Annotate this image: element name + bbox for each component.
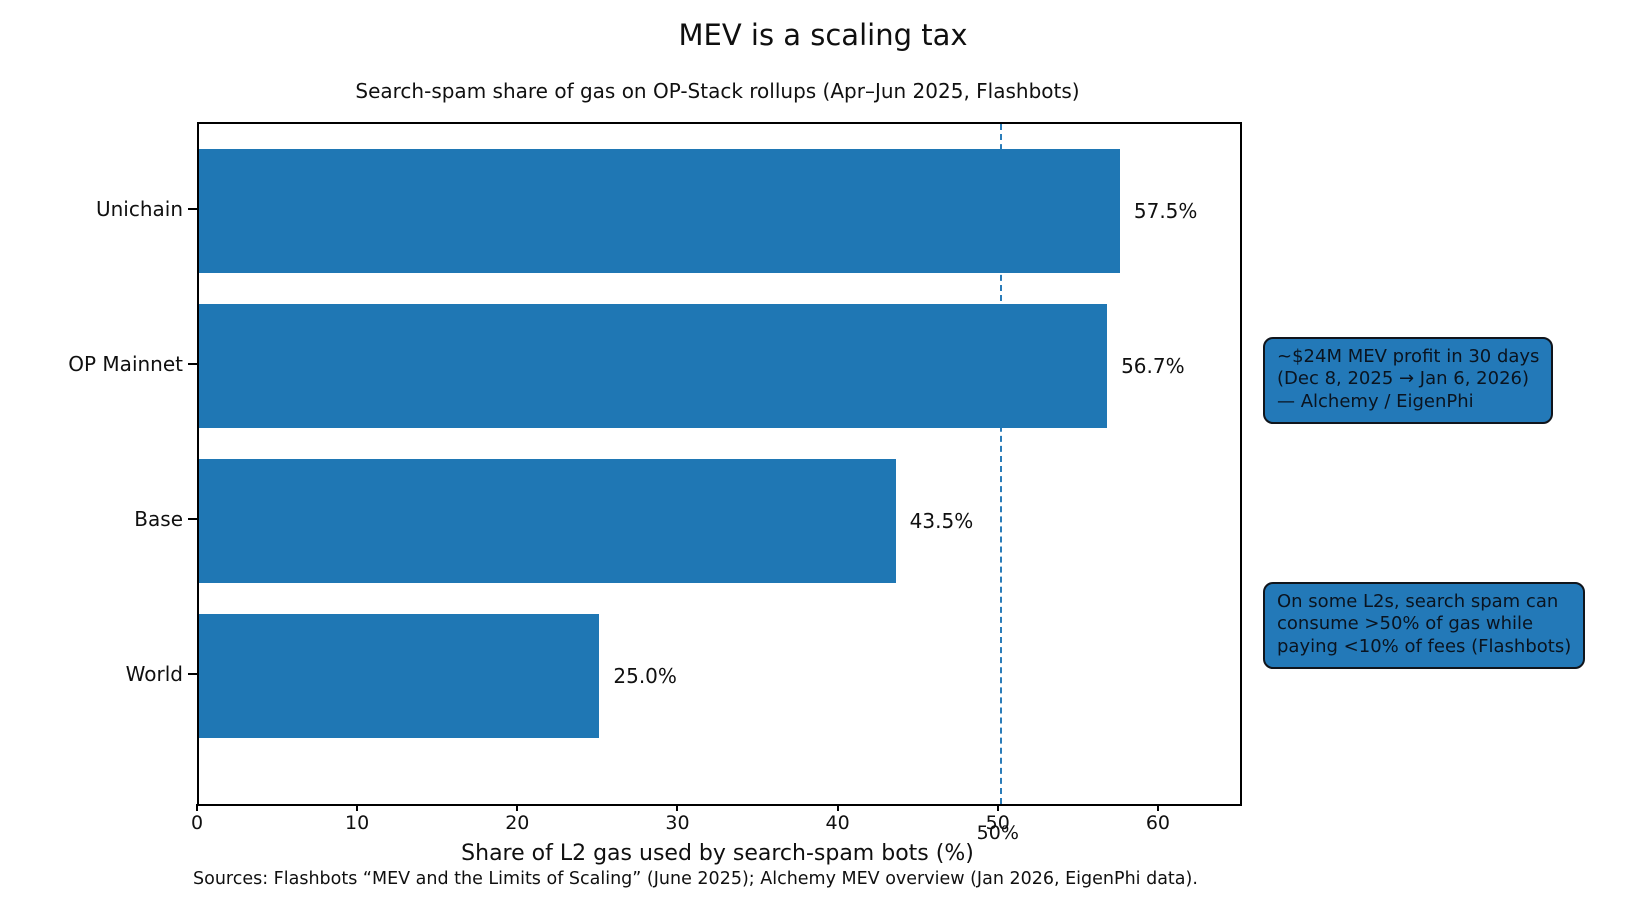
annotation-box-search-spam: On some L2s, search spam can consume >50… (1263, 582, 1586, 669)
y-axis-tick (188, 208, 197, 210)
x-axis-tick (516, 804, 519, 811)
bar-value-label: 25.0% (613, 664, 677, 688)
x-axis-tick-label: 20 (505, 812, 530, 834)
x-axis-tick (996, 804, 999, 811)
plot-area: 57.5% 56.7% 43.5% 25.0% (197, 122, 1242, 806)
bar-value-label: 56.7% (1121, 354, 1185, 378)
y-axis-label-base: Base (134, 507, 183, 531)
x-axis-tick-label: 50 (985, 812, 1010, 834)
bar-base (199, 459, 896, 583)
x-axis-tick (1156, 804, 1159, 811)
x-axis-label: Share of L2 gas used by search-spam bots… (461, 841, 974, 866)
y-axis-tick (188, 363, 197, 365)
x-axis-tick-label: 30 (665, 812, 690, 834)
y-axis-tick (188, 518, 197, 520)
bar-value-label: 57.5% (1133, 199, 1198, 223)
figure-subtitle: Search-spam share of gas on OP-Stack rol… (355, 79, 1080, 103)
y-axis-tick (188, 673, 197, 675)
y-axis-label-unichain: Unichain (95, 197, 183, 221)
x-axis-tick-label: 10 (345, 812, 370, 834)
bar-op-mainnet (199, 304, 1108, 428)
x-axis-tick-label: 40 (825, 812, 850, 834)
reference-line-50pct (999, 124, 1002, 804)
y-axis-label-world: World (125, 662, 183, 686)
annotation-box-mev-profit: ~$24M MEV profit in 30 days (Dec 8, 2025… (1263, 337, 1554, 424)
x-axis-tick-label: 60 (1145, 812, 1171, 834)
reference-line-label: 50% (976, 822, 1019, 844)
y-axis-label-op-mainnet: OP Mainnet (68, 352, 183, 376)
x-axis-tick (676, 804, 679, 811)
x-axis-tick (356, 804, 359, 811)
bar-world (199, 614, 600, 738)
figure-title: MEV is a scaling tax (678, 18, 968, 52)
source-note: Sources: Flashbots “MEV and the Limits o… (193, 869, 1198, 889)
bar-unichain (199, 149, 1120, 273)
x-axis-tick-label: 0 (190, 812, 204, 834)
x-axis-tick (196, 804, 198, 811)
x-axis-tick (836, 804, 839, 811)
bar-value-label: 43.5% (909, 509, 974, 533)
